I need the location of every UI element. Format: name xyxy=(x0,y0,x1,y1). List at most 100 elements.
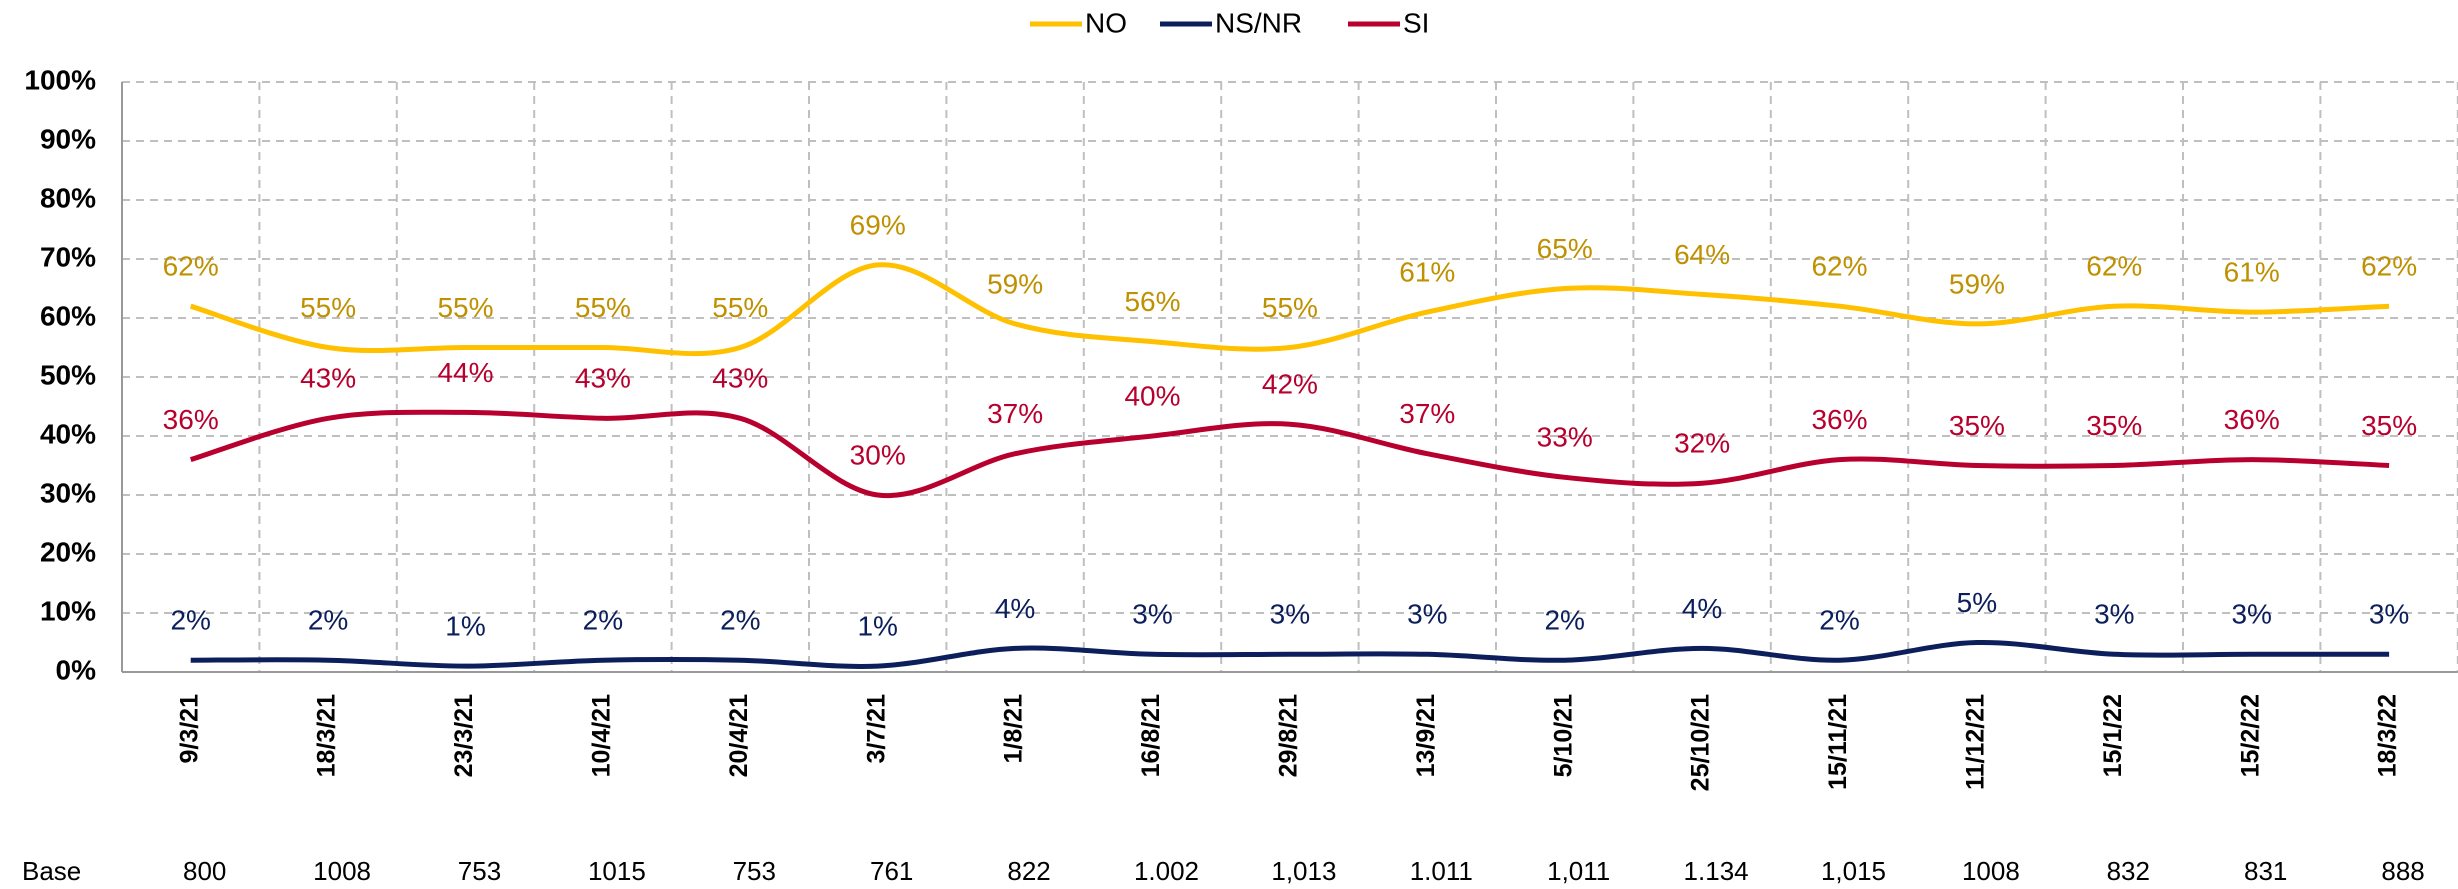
legend-label: NO xyxy=(1085,7,1127,38)
data-label: 5% xyxy=(1957,587,1997,618)
base-value: 1,015 xyxy=(1821,856,1886,886)
data-label: 43% xyxy=(300,363,356,394)
base-value: 1,013 xyxy=(1271,856,1336,886)
data-label: 43% xyxy=(575,363,631,394)
data-label: 2% xyxy=(1544,605,1584,636)
base-value: 1.134 xyxy=(1684,856,1749,886)
base-value: 1,011 xyxy=(1547,856,1610,886)
data-label: 37% xyxy=(1399,398,1455,429)
data-label: 59% xyxy=(1949,268,2005,299)
data-label: 55% xyxy=(1262,292,1318,323)
x-tick-label: 15/2/22 xyxy=(2236,694,2264,777)
base-value: 753 xyxy=(733,856,776,886)
data-label: 2% xyxy=(583,605,623,636)
data-label: 61% xyxy=(2224,256,2280,287)
data-label: 1% xyxy=(445,610,485,641)
y-tick-label: 80% xyxy=(40,182,96,213)
data-label: 36% xyxy=(163,404,219,435)
data-label: 35% xyxy=(2086,410,2142,441)
y-tick-label: 100% xyxy=(24,64,96,95)
x-tick-label: 20/4/21 xyxy=(725,694,753,778)
data-label: 36% xyxy=(2224,404,2280,435)
data-label: 59% xyxy=(987,268,1043,299)
base-value: 1008 xyxy=(1962,856,2020,886)
data-label: 33% xyxy=(1537,422,1593,453)
data-label: 3% xyxy=(2369,599,2409,630)
base-value: 831 xyxy=(2244,856,2287,886)
data-label: 3% xyxy=(2094,599,2134,630)
data-label: 30% xyxy=(850,439,906,470)
data-label: 42% xyxy=(1262,369,1318,400)
data-label: 69% xyxy=(850,209,906,240)
data-label: 55% xyxy=(300,292,356,323)
data-label: 55% xyxy=(437,292,493,323)
data-label: 2% xyxy=(1819,605,1859,636)
data-label: 37% xyxy=(987,398,1043,429)
y-tick-label: 60% xyxy=(40,300,96,331)
data-label: 62% xyxy=(2086,251,2142,282)
data-label: 61% xyxy=(1399,256,1455,287)
x-tick-label: 9/3/21 xyxy=(175,694,203,764)
x-tick-label: 15/11/21 xyxy=(1824,694,1852,790)
data-label: 35% xyxy=(1949,410,2005,441)
base-value: 753 xyxy=(458,856,501,886)
y-tick-label: 40% xyxy=(40,418,96,449)
data-label: 3% xyxy=(1270,599,1310,630)
data-label: 56% xyxy=(1124,286,1180,317)
line-series xyxy=(189,262,2390,357)
data-label: 55% xyxy=(712,292,768,323)
base-value: 822 xyxy=(1007,856,1050,886)
y-tick-label: 0% xyxy=(56,654,97,685)
data-label: 1% xyxy=(857,610,897,641)
x-tick-label: 3/7/21 xyxy=(862,694,890,764)
data-label: 4% xyxy=(1682,593,1722,624)
data-label: 65% xyxy=(1537,233,1593,264)
line-series xyxy=(190,639,2390,669)
x-tick-label: 11/12/21 xyxy=(1962,694,1990,790)
y-tick-label: 90% xyxy=(40,123,96,154)
data-label: 55% xyxy=(575,292,631,323)
x-tick-label: 18/3/21 xyxy=(313,694,341,778)
data-label: 32% xyxy=(1674,428,1730,459)
line-series xyxy=(189,409,2390,499)
data-label: 3% xyxy=(1132,599,1172,630)
x-tick-label: 15/1/22 xyxy=(2099,694,2127,777)
data-label: 35% xyxy=(2361,410,2417,441)
x-tick-label: 29/8/21 xyxy=(1275,694,1303,778)
y-tick-label: 70% xyxy=(40,241,96,272)
base-value: 1008 xyxy=(313,856,371,886)
base-value: 888 xyxy=(2381,856,2424,886)
base-value: 832 xyxy=(2107,856,2150,886)
base-value: 1.002 xyxy=(1134,856,1199,886)
data-label: 2% xyxy=(720,605,760,636)
data-label: 2% xyxy=(308,605,348,636)
x-tick-label: 16/8/21 xyxy=(1137,694,1165,778)
x-tick-label: 25/10/21 xyxy=(1687,694,1715,791)
x-tick-label: 18/3/22 xyxy=(2374,694,2402,777)
data-label: 2% xyxy=(170,605,210,636)
data-label: 40% xyxy=(1124,380,1180,411)
legend-label: NS/NR xyxy=(1215,7,1302,38)
y-tick-label: 20% xyxy=(40,536,96,567)
x-tick-label: 5/10/21 xyxy=(1549,694,1577,778)
y-tick-label: 10% xyxy=(40,595,96,626)
data-label: 62% xyxy=(1811,251,1867,282)
data-label: 4% xyxy=(995,593,1035,624)
y-tick-label: 50% xyxy=(40,359,96,390)
data-label: 62% xyxy=(2361,251,2417,282)
y-tick-label: 30% xyxy=(40,477,96,508)
data-label: 36% xyxy=(1811,404,1867,435)
x-tick-label: 1/8/21 xyxy=(1000,694,1028,764)
data-label: 3% xyxy=(2231,599,2271,630)
data-label: 43% xyxy=(712,363,768,394)
x-tick-label: 13/9/21 xyxy=(1412,694,1440,778)
legend-label: SI xyxy=(1403,7,1429,38)
data-label: 64% xyxy=(1674,239,1730,270)
data-label: 62% xyxy=(163,251,219,282)
data-label: 3% xyxy=(1407,599,1447,630)
base-value: 800 xyxy=(183,856,226,886)
data-label: 44% xyxy=(437,357,493,388)
x-tick-label: 10/4/21 xyxy=(588,694,616,778)
base-value: 761 xyxy=(870,856,913,886)
